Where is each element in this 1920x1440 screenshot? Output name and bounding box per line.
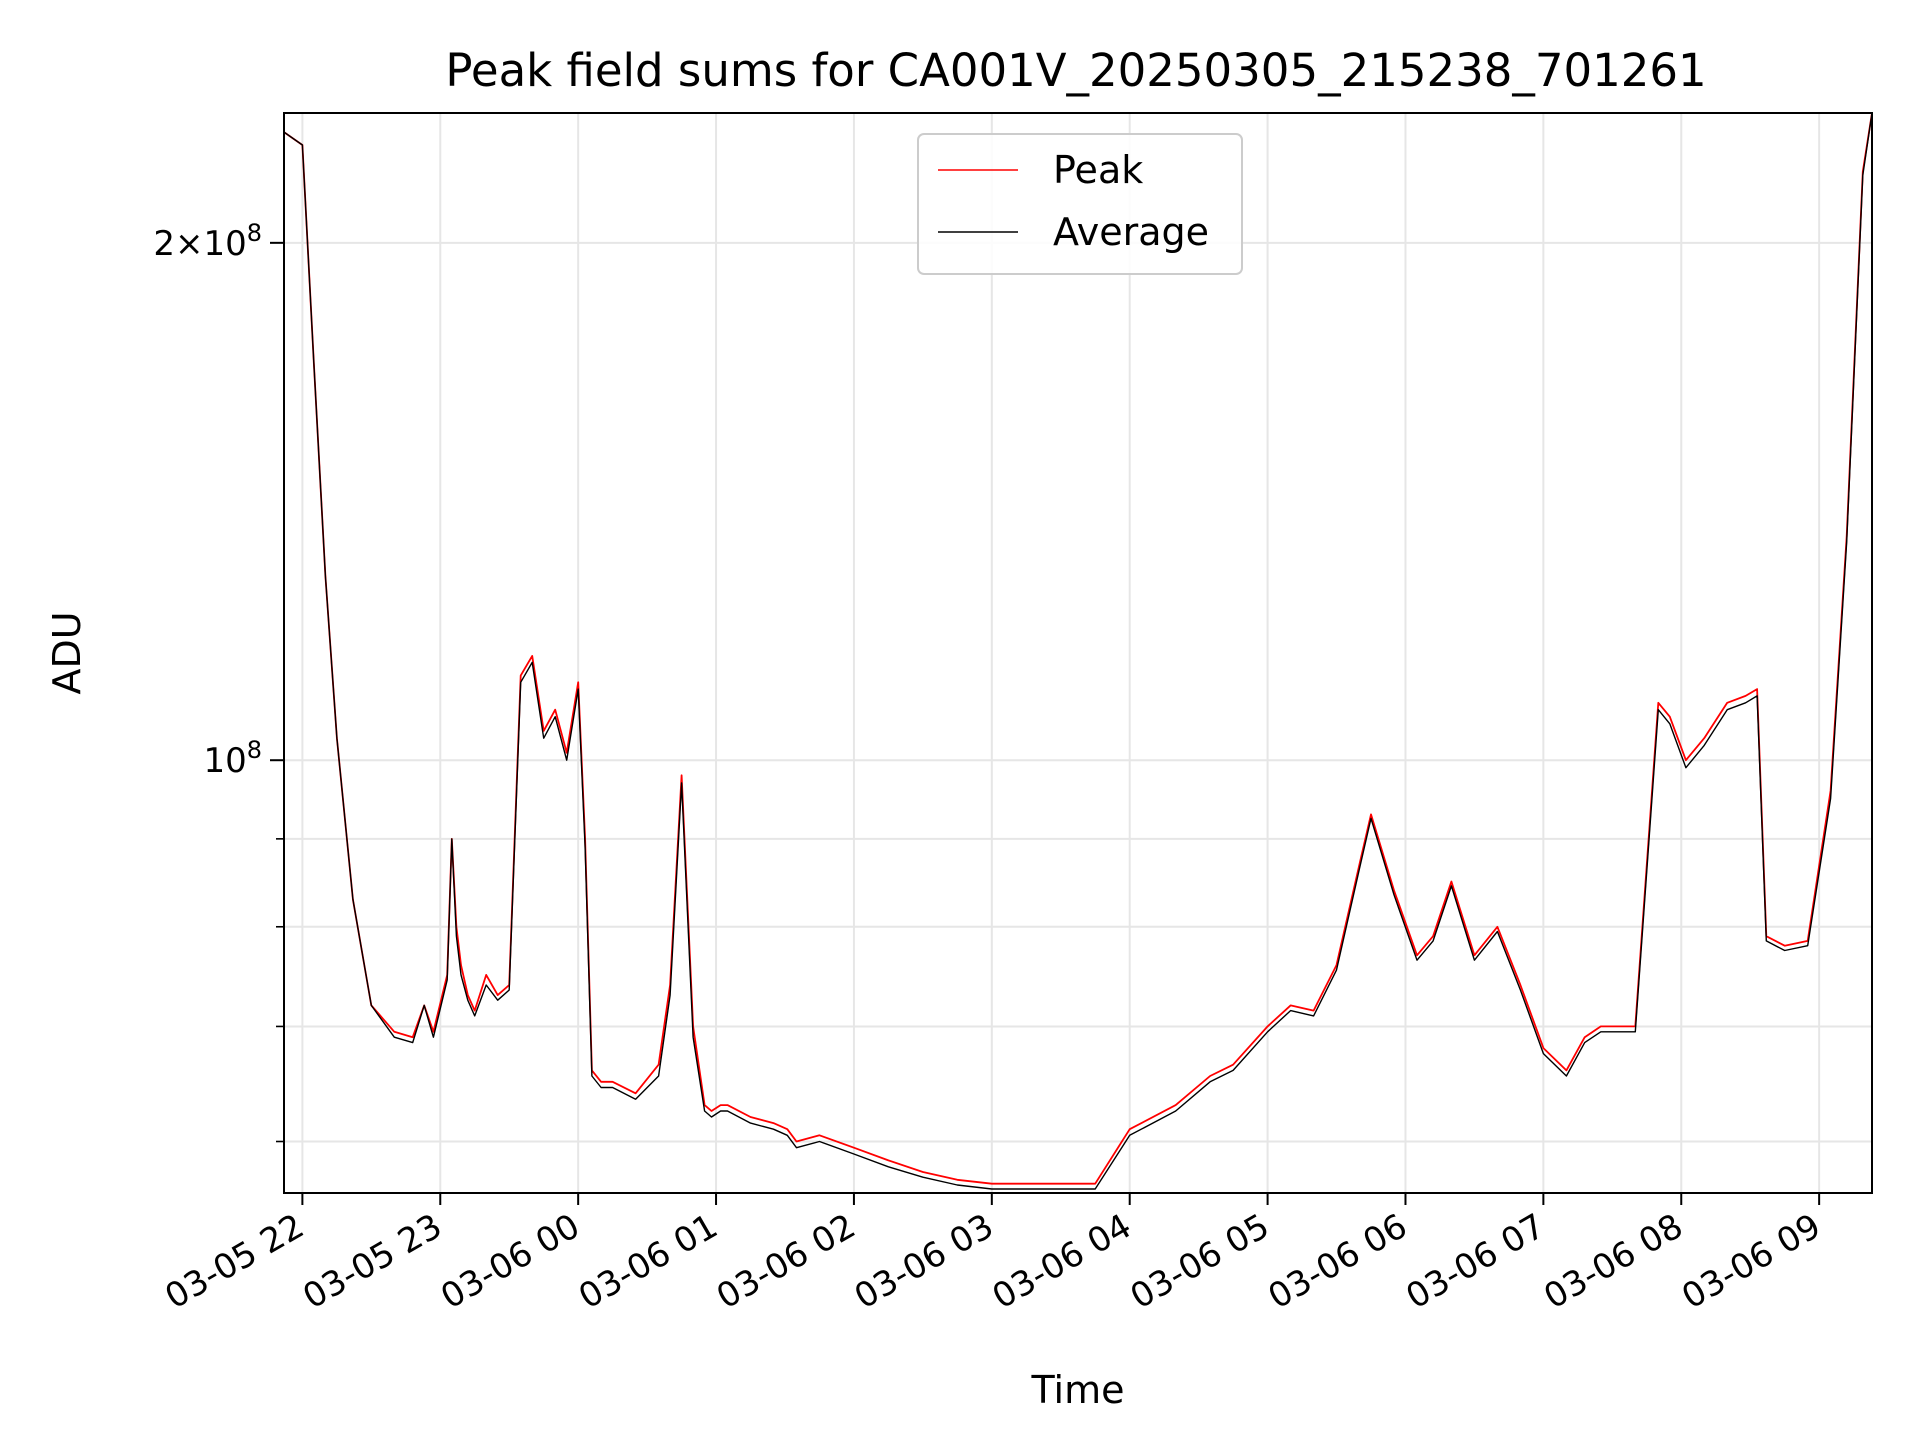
y-tick-label: 108	[203, 736, 262, 781]
x-axis-label: Time	[1031, 1368, 1125, 1412]
chart-title: Peak field sums for CA001V_20250305_2152…	[445, 44, 1706, 97]
series-group	[284, 113, 1872, 1190]
legend: Peak Average	[917, 133, 1243, 275]
legend-box	[917, 133, 1243, 275]
series-line-average	[284, 113, 1872, 1190]
legend-label-average: Average	[1053, 210, 1209, 254]
y-axis-label: ADU	[45, 611, 89, 694]
series-line-peak	[284, 113, 1872, 1185]
plot-frame	[283, 112, 1873, 1194]
y-tick-label: 2×108	[153, 219, 262, 264]
legend-label-peak: Peak	[1053, 148, 1143, 192]
grid	[284, 113, 1872, 1193]
